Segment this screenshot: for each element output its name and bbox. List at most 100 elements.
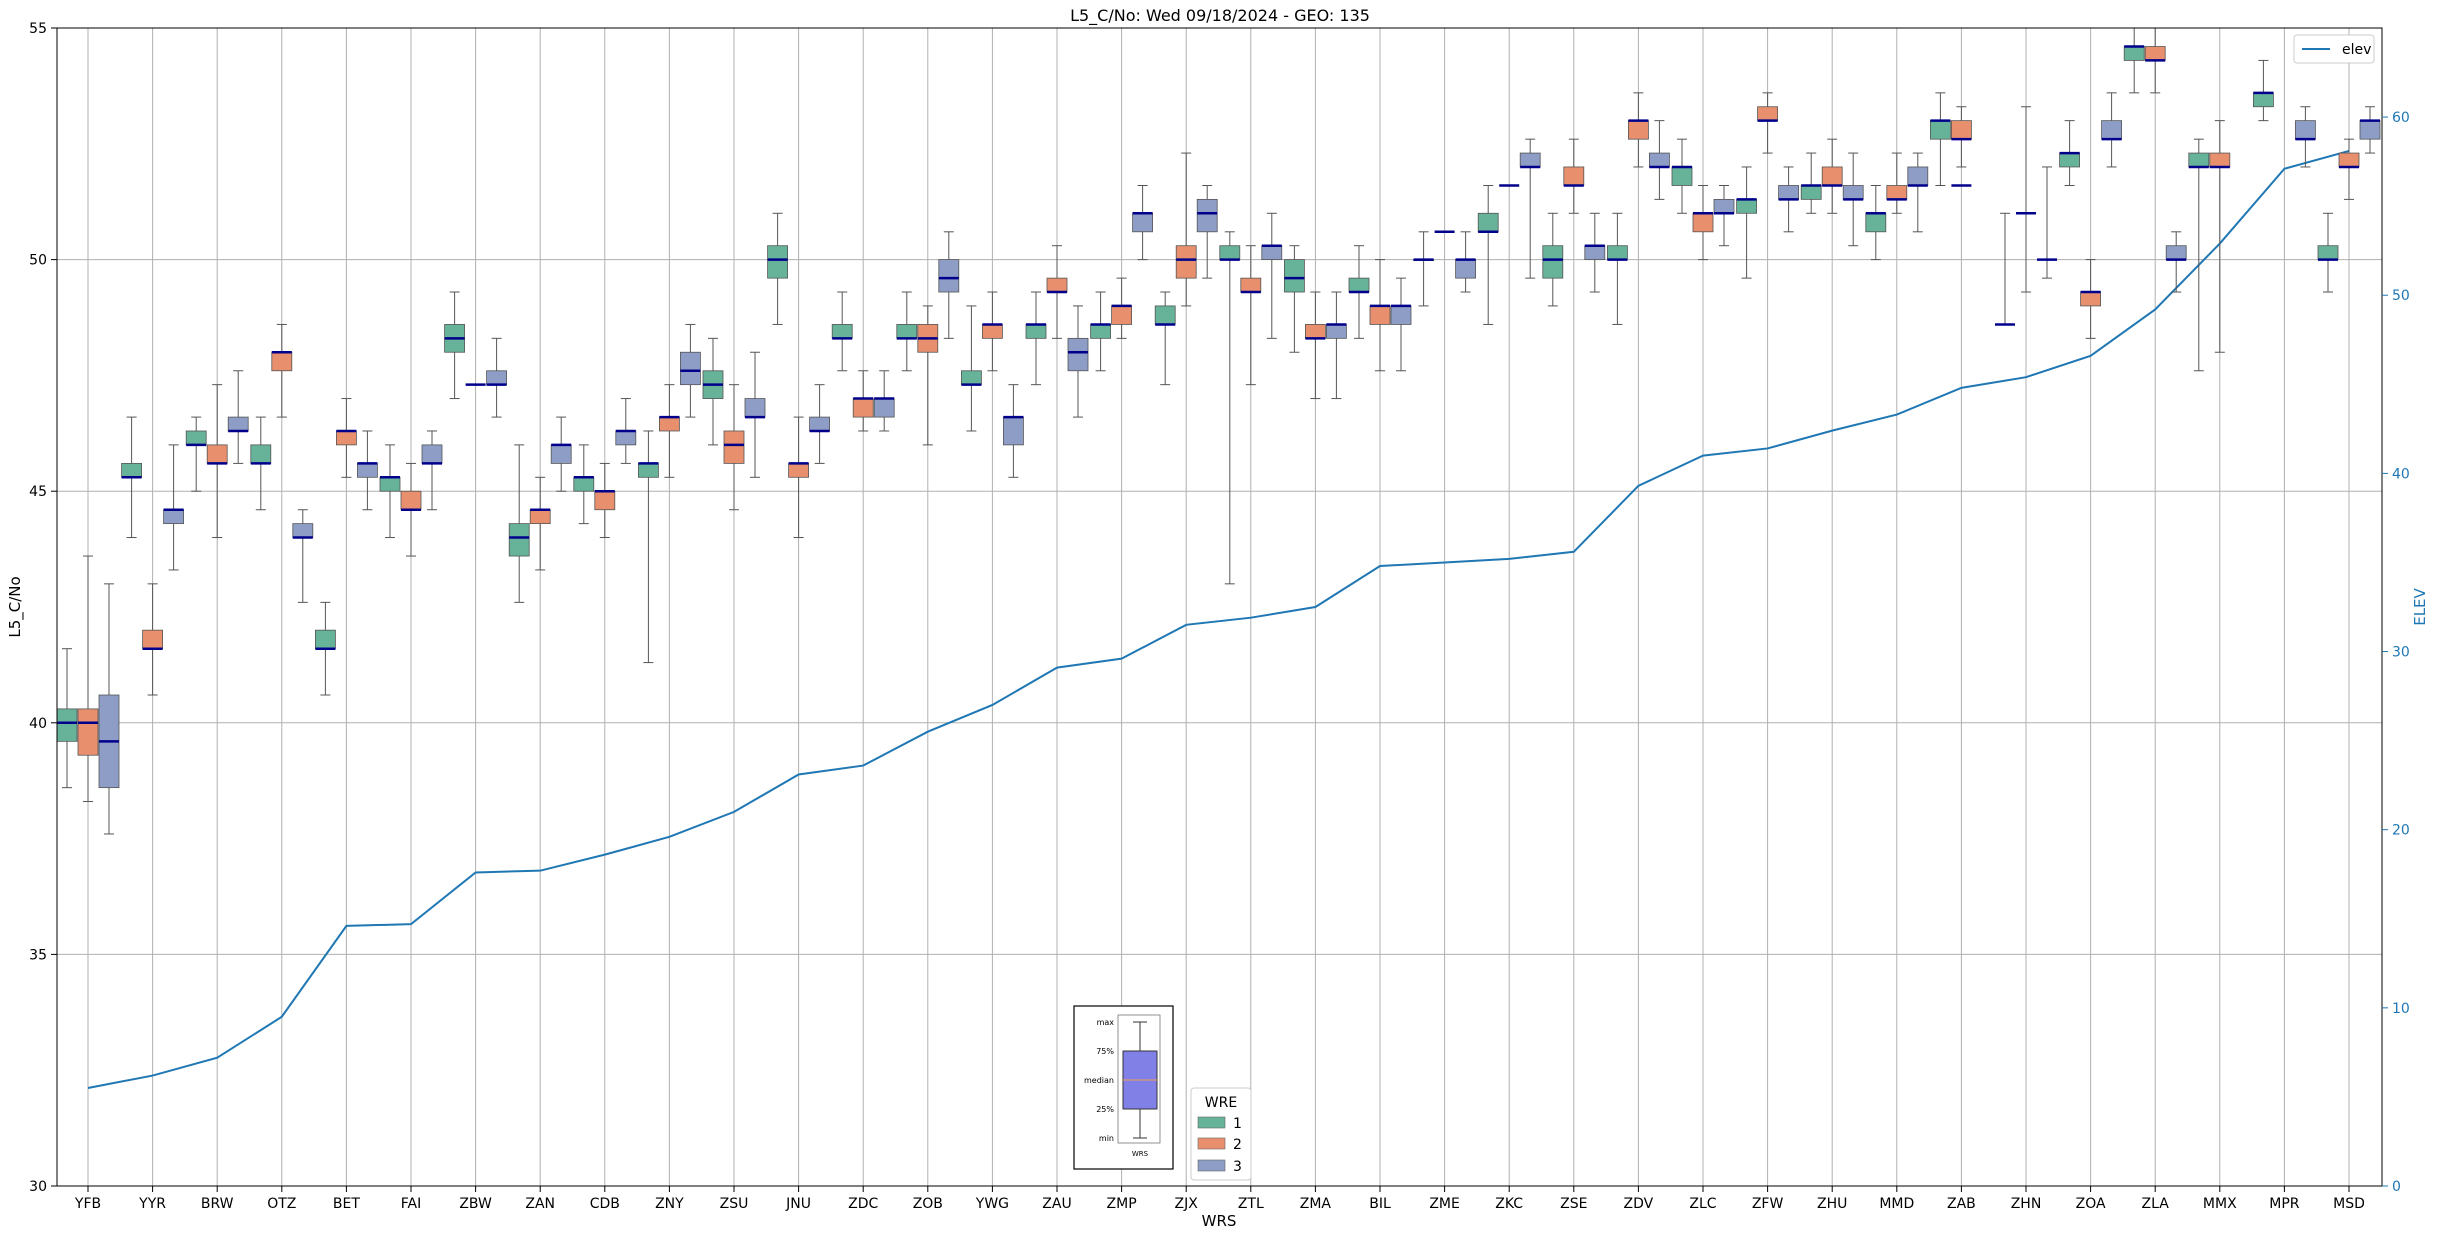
box-iqr — [2209, 152, 2231, 168]
box-iqr — [1326, 324, 1347, 339]
x-tick-label: BIL — [1369, 1196, 1391, 1212]
y2-tick-label: 40 — [2392, 466, 2410, 482]
box-iqr — [938, 259, 960, 293]
x-tick-label: YYR — [138, 1196, 166, 1212]
x-tick-label: ZMP — [1107, 1196, 1137, 1212]
box-iqr — [227, 416, 249, 432]
box-iqr — [1692, 212, 1714, 233]
x-tick-label: ZAU — [1042, 1196, 1071, 1212]
box-iqr — [1865, 212, 1887, 233]
box-ZJX — [1175, 152, 1197, 307]
box-iqr — [1519, 152, 1541, 168]
box-ZSE — [1563, 138, 1585, 214]
x-tick-label: OTZ — [267, 1196, 296, 1212]
box-ZAU — [1046, 245, 1068, 339]
key-label-min: min — [1099, 1134, 1114, 1143]
box-iqr — [1067, 337, 1089, 372]
box-iqr — [314, 629, 336, 650]
box-iqr — [2317, 245, 2339, 260]
elev-legend-frame — [2293, 34, 2375, 64]
box-iqr — [809, 416, 830, 432]
x-tick-label: MSD — [2333, 1196, 2365, 1212]
box-iqr — [77, 708, 99, 756]
box-ZOA — [2101, 92, 2123, 168]
box-iqr — [1046, 277, 1068, 293]
box-iqr — [2294, 120, 2316, 140]
x-tick-label: ZNY — [655, 1196, 684, 1212]
box-iqr — [1757, 106, 1778, 122]
key-inset-plot — [1117, 1014, 1161, 1144]
box-ZLA — [2165, 231, 2187, 293]
box-ZAN — [550, 416, 572, 492]
box-JNU — [809, 384, 830, 464]
x-tick-label: ZJX — [1175, 1196, 1199, 1212]
box-iqr — [1649, 152, 1670, 168]
box-YWG — [982, 291, 1003, 372]
box-iqr — [744, 398, 766, 418]
box-iqr — [2252, 92, 2274, 108]
box-iqr — [2144, 46, 2166, 61]
box-iqr — [1369, 305, 1391, 325]
y-tick-label: 35 — [29, 947, 47, 963]
box-iqr — [2165, 245, 2187, 260]
y-tick-label: 45 — [29, 484, 47, 500]
key-xlabel: WRS — [1132, 1150, 1149, 1158]
wre-legend-swatch-3 — [1197, 1159, 1226, 1172]
box-BIL — [1348, 245, 1370, 339]
box-ZDC — [831, 291, 853, 372]
box-iqr — [1455, 259, 1476, 279]
x-tick-label: ZTL — [1238, 1196, 1264, 1212]
wre-legend-frame — [1190, 1087, 1252, 1181]
x-tick-label: ZHN — [2011, 1196, 2042, 1212]
box-iqr — [2359, 120, 2381, 140]
box-iqr — [142, 629, 164, 650]
key-label-q1: 25% — [1096, 1105, 1114, 1114]
box-iqr — [723, 430, 745, 464]
box-ZOB — [917, 305, 939, 446]
box-ZLC — [1692, 184, 1714, 261]
box-iqr — [594, 490, 616, 511]
elev-line-layer — [87, 149, 2350, 1089]
y2-tick-label: 0 — [2392, 1179, 2401, 1195]
box-ZMA — [1305, 291, 1326, 400]
box-MMD — [1907, 152, 1929, 233]
x-tick-label: FAI — [401, 1196, 421, 1212]
box-ZMA — [1326, 291, 1347, 400]
box-iqr — [2123, 46, 2145, 61]
box-ZOA — [2059, 120, 2081, 186]
x-tick-label: CDB — [590, 1196, 620, 1212]
box-MPR — [2294, 106, 2316, 168]
box-YWG — [1003, 384, 1024, 478]
box-ZHN — [2016, 106, 2036, 293]
box-ZDV — [1607, 212, 1628, 325]
key-label-q3: 75% — [1096, 1047, 1114, 1056]
box-iqr — [1713, 198, 1735, 214]
y2-axis-label: ELEV — [2411, 587, 2429, 625]
box-iqr — [163, 509, 185, 525]
box-JNU — [788, 416, 809, 539]
box-YWG — [961, 305, 982, 432]
box-iqr — [1154, 305, 1176, 325]
box-BIL — [1369, 259, 1391, 372]
box-BET — [314, 601, 336, 696]
chart-title: L5_C/No: Wed 09/18/2024 - GEO: 135 — [1070, 6, 1370, 26]
box-YFB — [77, 555, 99, 803]
box-iqr — [1671, 166, 1693, 186]
box-ZJX — [1196, 184, 1218, 279]
box-iqr — [1951, 120, 1972, 140]
key-label-median: median — [1084, 1076, 1114, 1085]
box-iqr — [680, 351, 701, 386]
y-tick-label: 55 — [29, 21, 47, 37]
box-iqr — [961, 370, 982, 386]
box-ZME — [1455, 231, 1476, 293]
box-ZOB — [938, 231, 960, 339]
x-tick-label: ZME — [1429, 1196, 1460, 1212]
box-ZTL — [1261, 212, 1283, 339]
box-iqr — [1542, 245, 1564, 279]
x-tick-label: JNU — [785, 1196, 811, 1212]
y-tick-label: 50 — [29, 253, 47, 269]
box-iqr — [1003, 416, 1024, 446]
box-iqr — [2188, 152, 2210, 168]
